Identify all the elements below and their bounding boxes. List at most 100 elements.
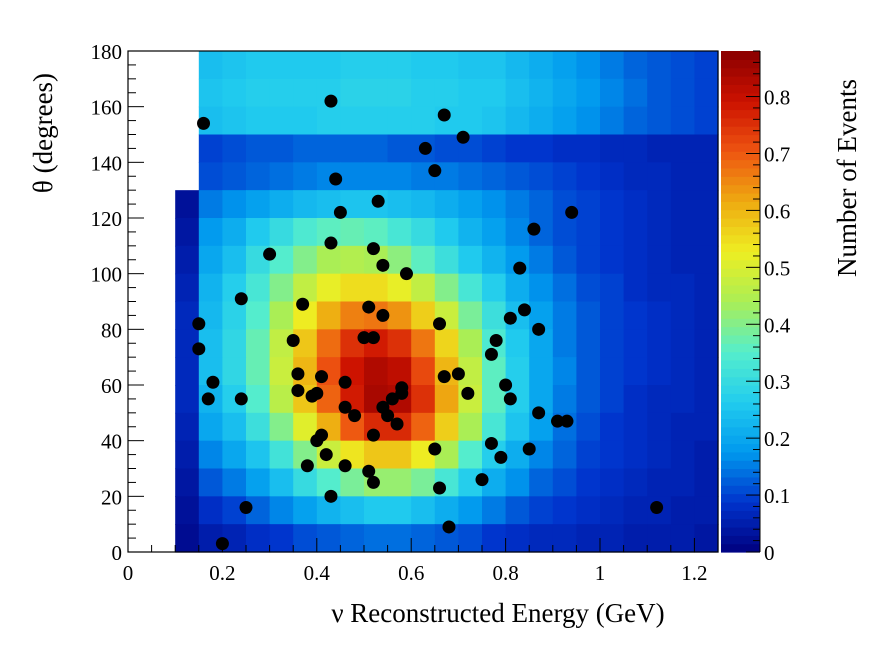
- heatmap-cell: [552, 468, 577, 497]
- heatmap-cell: [340, 468, 365, 497]
- heatmap-cell: [198, 78, 223, 108]
- colorbar-segment: [721, 218, 760, 227]
- heatmap-cell: [600, 190, 625, 219]
- heatmap-cell: [222, 218, 247, 247]
- heatmap-cell: [458, 51, 483, 80]
- data-point: [437, 108, 451, 122]
- heatmap-cell: [529, 134, 554, 163]
- heatmap-cell: [670, 357, 695, 386]
- data-point: [513, 261, 527, 275]
- heatmap-cell: [411, 301, 436, 330]
- heatmap-cells: [175, 51, 719, 553]
- data-point: [366, 475, 380, 489]
- data-point: [201, 392, 215, 406]
- data-point: [357, 331, 371, 345]
- heatmap-cell: [623, 245, 648, 275]
- data-point: [437, 370, 451, 384]
- heatmap-cell: [387, 524, 412, 553]
- heatmap-cell: [694, 162, 719, 191]
- heatmap-cell: [411, 78, 436, 108]
- colorbar-segment: [721, 401, 760, 411]
- y-tick-label: 140: [91, 151, 123, 175]
- heatmap-cell: [316, 524, 341, 553]
- heatmap-cell: [552, 78, 577, 108]
- data-point: [522, 442, 536, 456]
- heatmap-cell: [482, 412, 507, 442]
- heatmap-cell: [458, 440, 483, 470]
- heatmap-cell: [670, 412, 695, 442]
- data-point: [527, 222, 541, 236]
- heatmap-cell: [458, 218, 483, 247]
- data-point: [428, 164, 442, 178]
- colorbar-tick-label: 0: [764, 541, 775, 565]
- data-point: [390, 417, 404, 431]
- heatmap-cell: [623, 134, 648, 163]
- heatmap-cell: [458, 496, 483, 525]
- heatmap-cell: [600, 412, 625, 442]
- heatmap-cell: [293, 106, 318, 136]
- heatmap-cell: [434, 245, 459, 275]
- heatmap-cell: [411, 218, 436, 247]
- colorbar-segment: [721, 67, 760, 77]
- heatmap-cell: [175, 385, 200, 414]
- heatmap-cell: [600, 106, 625, 136]
- heatmap-cell: [505, 273, 530, 303]
- colorbar-segment: [721, 126, 760, 136]
- heatmap-cell: [694, 440, 719, 470]
- heatmap-cell: [246, 524, 271, 553]
- data-point: [234, 292, 248, 306]
- heatmap-cell: [623, 357, 648, 386]
- heatmap-cell: [576, 190, 601, 219]
- heatmap-cell: [434, 412, 459, 442]
- heatmap-cell: [529, 78, 554, 108]
- colorbar-segment: [721, 209, 760, 219]
- heatmap-cell: [694, 51, 719, 80]
- heatmap-cell: [576, 245, 601, 275]
- heatmap-cell: [222, 78, 247, 108]
- heatmap-cell: [458, 190, 483, 219]
- y-axis-title: θ (degrees): [28, 73, 58, 193]
- colorbar-segment: [721, 518, 760, 528]
- heatmap-cell: [246, 468, 271, 497]
- colorbar-segment: [721, 176, 760, 186]
- colorbar-segment: [721, 301, 760, 311]
- colorbar-title: Number of Events: [832, 79, 862, 277]
- data-point: [442, 520, 456, 534]
- colorbar-segment: [721, 259, 760, 269]
- heatmap-cell: [411, 106, 436, 136]
- data-point: [503, 311, 517, 325]
- colorbar-segment: [721, 142, 760, 152]
- heatmap-cell: [647, 106, 672, 136]
- heatmap-cell: [600, 273, 625, 303]
- colorbar-segment: [721, 368, 760, 378]
- heatmap-cell: [623, 218, 648, 247]
- heatmap-cell: [246, 106, 271, 136]
- heatmap-cell: [293, 468, 318, 497]
- heatmap-cell: [505, 218, 530, 247]
- colorbar-segment: [721, 318, 760, 328]
- heatmap-cell: [387, 468, 412, 497]
- colorbar-segment: [721, 109, 760, 119]
- heatmap-cell: [552, 245, 577, 275]
- heatmap-cell: [411, 412, 436, 442]
- colorbar-segment: [721, 468, 760, 478]
- heatmap-cell: [529, 273, 554, 303]
- heatmap-cell: [175, 440, 200, 470]
- heatmap-cell: [670, 385, 695, 414]
- data-point: [291, 367, 305, 381]
- colorbar-tick-label: 0.4: [764, 313, 791, 337]
- heatmap-cell: [316, 245, 341, 275]
- heatmap-cell: [623, 524, 648, 553]
- colorbar-segment: [721, 76, 760, 85]
- heatmap-cell: [670, 524, 695, 553]
- heatmap-cell: [647, 273, 672, 303]
- heatmap-cell: [387, 51, 412, 80]
- heatmap-cell: [529, 524, 554, 553]
- heatmap-cell: [623, 273, 648, 303]
- data-point: [456, 130, 470, 144]
- heatmap-cell: [340, 134, 365, 163]
- heatmap-cell: [340, 78, 365, 108]
- heatmap-cell: [647, 385, 672, 414]
- data-point: [475, 473, 489, 487]
- heatmap-cell: [175, 245, 200, 275]
